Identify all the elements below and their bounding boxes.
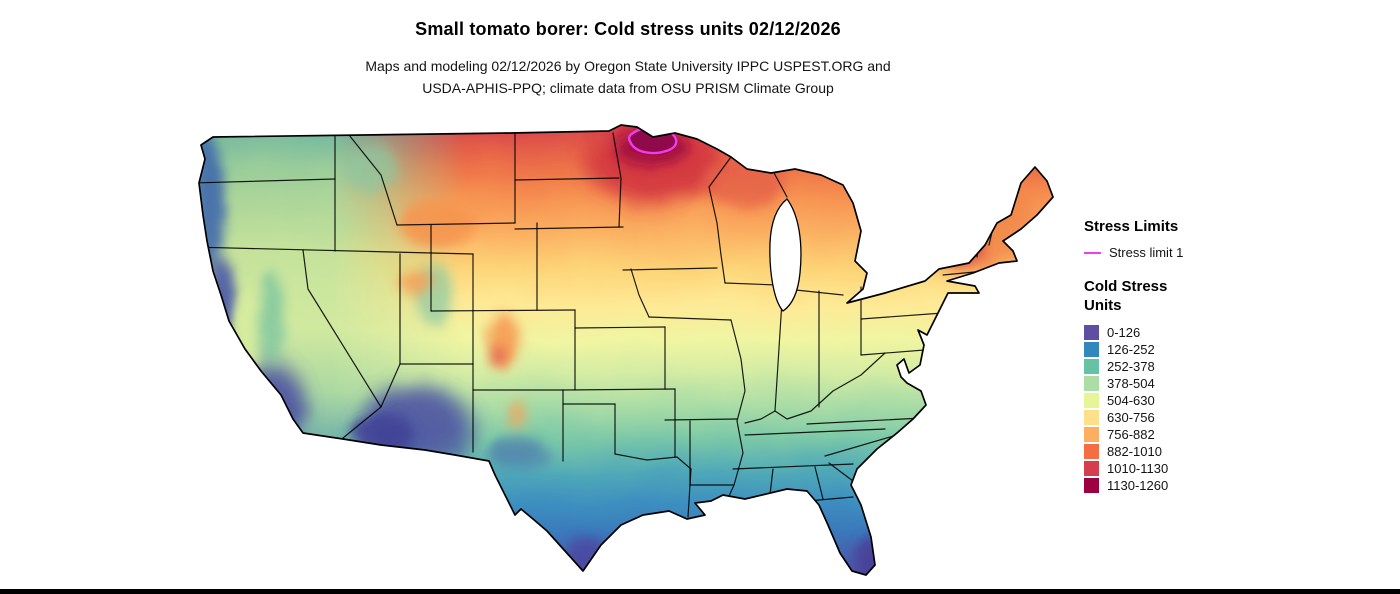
legend-class-label: 1130-1260 [1107, 478, 1169, 493]
legend-color-swatch [1084, 478, 1099, 493]
legend-color-swatch [1084, 444, 1099, 459]
legend-color-swatch [1084, 393, 1099, 408]
cold-stress-title: Cold Stress Units [1084, 277, 1394, 315]
cold-stress-title-line-1: Cold Stress [1084, 278, 1168, 295]
legend-class-label: 1010-1130 [1107, 461, 1169, 476]
stress-limit-label: Stress limit 1 [1109, 245, 1184, 260]
legend-class-row: 630-756 [1084, 409, 1394, 426]
legend-class-row: 1010-1130 [1084, 460, 1394, 477]
legend-color-swatch [1084, 410, 1099, 425]
legend-class-label: 882-1010 [1107, 444, 1162, 459]
legend-panel: Stress Limits Stress limit 1 Cold Stress… [1084, 218, 1394, 494]
cold-stress-classes: 0-126 126-252 252-378 378-504 504-630 630-756… [1084, 324, 1394, 494]
stress-limits-title: Stress Limits [1084, 218, 1179, 235]
legend-color-swatch [1084, 461, 1099, 476]
legend-class-label: 504-630 [1107, 393, 1155, 408]
legend-class-label: 252-378 [1107, 359, 1155, 374]
legend-class-label: 126-252 [1107, 342, 1155, 357]
map-color-fill [199, 125, 1053, 575]
legend-class-label: 378-504 [1107, 376, 1155, 391]
us-outline [198, 124, 1054, 576]
legend-class-row: 882-1010 [1084, 443, 1394, 460]
legend-class-label: 630-756 [1107, 410, 1155, 425]
cold-stress-title-line-2: Units [1084, 297, 1122, 314]
legend-color-swatch [1084, 342, 1099, 357]
legend-color-swatch [1084, 427, 1099, 442]
legend-class-row: 252-378 [1084, 358, 1394, 375]
legend-class-row: 1130-1260 [1084, 477, 1394, 494]
legend-class-label: 0-126 [1107, 325, 1141, 340]
map-subtitle: Maps and modeling 02/12/2026 by Oregon S… [0, 55, 1256, 99]
legend-class-label: 756-882 [1107, 427, 1155, 442]
subtitle-line-1: Maps and modeling 02/12/2026 by Oregon S… [365, 58, 891, 74]
legend-color-swatch [1084, 325, 1099, 340]
legend-color-swatch [1084, 359, 1099, 374]
stress-limit-item: Stress limit 1 [1084, 245, 1394, 260]
us-map [198, 124, 1054, 576]
legend-class-row: 378-504 [1084, 375, 1394, 392]
subtitle-line-2: USDA-APHIS-PPQ; climate data from OSU PR… [422, 80, 834, 96]
bottom-bar [0, 589, 1400, 594]
legend-class-row: 504-630 [1084, 392, 1394, 409]
legend-class-row: 126-252 [1084, 341, 1394, 358]
legend-color-swatch [1084, 376, 1099, 391]
lake-michigan [769, 198, 802, 312]
map-title: Small tomato borer: Cold stress units 02… [415, 19, 841, 39]
stress-limit-line [1084, 251, 1101, 254]
stress-limit-contour [627, 126, 678, 155]
legend-class-row: 0-126 [1084, 324, 1394, 341]
legend-class-row: 756-882 [1084, 426, 1394, 443]
